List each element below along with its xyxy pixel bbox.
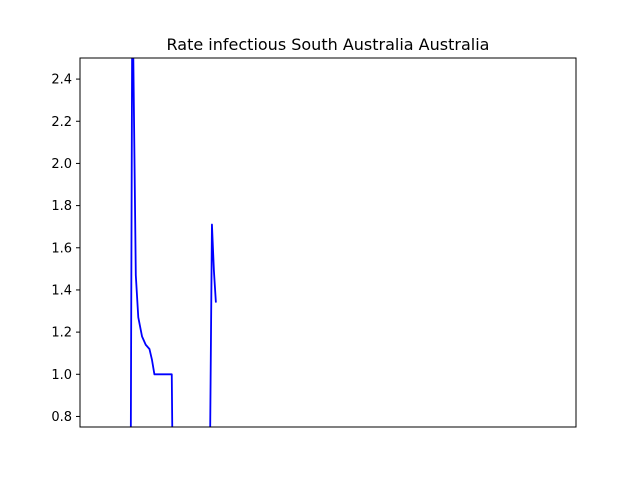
plot-frame (79, 57, 577, 428)
y-tick-label: 1.0 (51, 368, 72, 383)
y-tick-label: 1.4 (51, 283, 72, 298)
y-tick-label: 2.0 (51, 157, 72, 172)
y-tick-label: 2.4 (51, 73, 72, 88)
y-tick-label: 2.2 (51, 115, 72, 130)
series-line-segment (129, 58, 174, 427)
y-tick-label: 1.2 (51, 326, 72, 341)
series-line-segment (209, 223, 217, 427)
y-tick-label: 1.8 (51, 199, 72, 214)
y-tick-label: 0.8 (51, 410, 72, 425)
y-tick-label: 1.6 (51, 241, 72, 256)
series-lines (129, 58, 217, 427)
chart-title: Rate infectious South Australia Australi… (167, 35, 490, 54)
y-axis: 0.8 1.0 1.2 1.4 1.6 1.8 2.0 2.2 2.4 (51, 73, 80, 425)
